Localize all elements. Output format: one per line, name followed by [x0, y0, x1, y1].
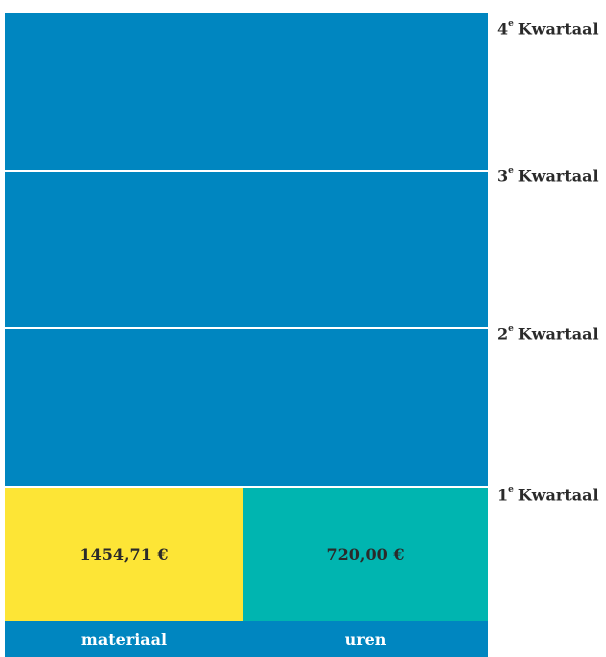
uren-value: 720,00 €: [326, 545, 405, 564]
uren-category-label: uren: [243, 621, 488, 657]
quarter-1-label: 1e Kwartaal: [497, 485, 599, 505]
quarter-divider: [5, 170, 488, 172]
uren-value-cell: 720,00 €: [243, 488, 488, 621]
quarter-4-band: [5, 13, 488, 171]
quarter-3-label: 3e Kwartaal: [497, 166, 599, 186]
quarter-divider: [5, 327, 488, 329]
quarter-divider: [5, 486, 488, 488]
quarter-4-label: 4e Kwartaal: [497, 19, 599, 39]
materiaal-value-cell: 1454,71 €: [5, 488, 243, 621]
quarter-2-label: 2e Kwartaal: [497, 324, 599, 344]
materiaal-category-label: materiaal: [5, 621, 243, 657]
quarter-3-band: [5, 172, 488, 328]
materiaal-value: 1454,71 €: [79, 545, 169, 564]
quarter-2-band: [5, 329, 488, 486]
